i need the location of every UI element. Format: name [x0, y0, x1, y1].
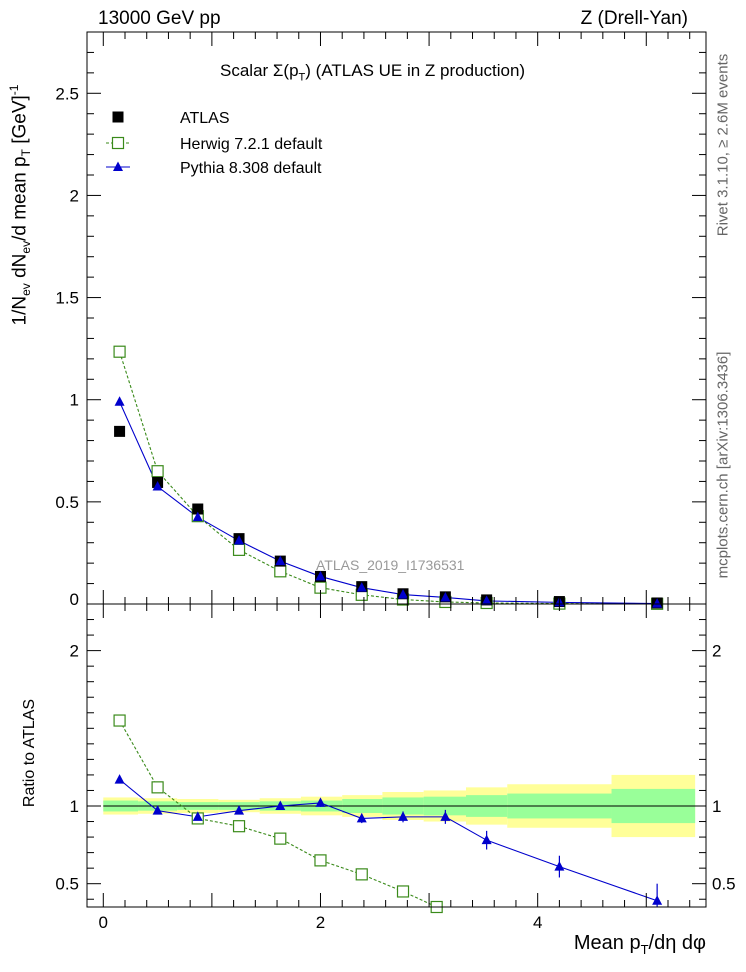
pythia-ratio-point [554, 861, 565, 871]
main-y-tick-label: 0.5 [55, 493, 79, 512]
header-left: 13000 GeV pp [98, 8, 221, 29]
side-label-rivet: Rivet 3.1.10, ≥ 2.6M events [714, 53, 732, 237]
pythia-main-point [315, 570, 326, 581]
header-right: Z (Drell-Yan) [580, 8, 688, 29]
side-label-mcplots: mcplots.cern.ch [arXiv:1306.3436] [714, 351, 732, 579]
herwig-ratio-point [355, 868, 368, 881]
herwig-ratio-point [232, 820, 246, 833]
ratio-plot-frame [86, 603, 707, 908]
pythia-ratio-point [315, 797, 326, 807]
ratio-y-axis-label: Ratio to ATLAS [21, 698, 38, 808]
legend-label-1: Herwig 7.2.1 default [180, 136, 323, 153]
pythia-ratio-point [275, 800, 286, 810]
herwig-main-point [274, 565, 287, 578]
x-tick-label: 0 [99, 913, 108, 932]
pythia-ratio-point [356, 812, 367, 823]
herwig-ratio-point [151, 781, 164, 794]
pythia-main-point [440, 591, 451, 602]
main-title: Scalar Σ(pT) (ATLAS UE in Z production) [220, 61, 525, 83]
legend-label-0: ATLAS [180, 110, 230, 127]
pythia-ratio-point [481, 834, 492, 845]
x-tick-label: 2 [316, 913, 325, 932]
pythia-ratio-point [440, 811, 451, 821]
herwig-ratio-point [314, 854, 327, 867]
herwig-ratio-point [274, 832, 287, 845]
ratio-y-tick-label: 0.5 [55, 875, 79, 894]
main-y-tick-label: 2 [70, 186, 79, 205]
main-y-tick-label: 1.5 [55, 289, 79, 308]
pythia-main-point [398, 589, 409, 599]
pythia-ratio-point [152, 805, 163, 815]
main-title-part-1: Scalar Σ(p [220, 61, 299, 80]
pythia-main-point [481, 595, 492, 605]
pythia-ratio-point [234, 805, 245, 815]
ratio-y-tick-label-right: 0.5 [712, 875, 736, 894]
legend-atlas-marker [112, 111, 124, 123]
x-axis-label: Mean pT/dη dφ [573, 932, 706, 957]
pythia-main-point [275, 555, 286, 566]
herwig-main-point [113, 345, 126, 358]
pythia-ratio-point [114, 774, 125, 784]
pythia-main-point [114, 396, 125, 406]
ratio-y-tick-label-right: 2 [712, 642, 721, 661]
pythia-ratio-point [192, 811, 203, 821]
pythia-main-point [152, 481, 163, 491]
atlas-main-point [192, 503, 204, 515]
main-title-subscript: T [298, 71, 306, 84]
pythia-main-point [192, 511, 203, 522]
atlas-main-point [114, 425, 126, 437]
legend-herwig-marker [111, 136, 125, 150]
herwig-ratio-point [396, 885, 410, 898]
ratio-y-tick-label-right: 1 [712, 797, 721, 816]
ratio-y-tick-label: 2 [70, 642, 79, 661]
herwig-ratio-point [113, 714, 126, 727]
main-y-tick-label: 2.5 [55, 84, 79, 103]
main-y-tick-label: 1 [70, 391, 79, 410]
pythia-ratio-line [119, 779, 658, 902]
watermark: ATLAS_2019_I1736531 [316, 557, 465, 573]
herwig-main-point [151, 465, 164, 478]
main-title-part-3: ) (ATLAS UE in Z production) [305, 61, 526, 80]
herwig-main-point [232, 543, 246, 556]
x-tick-label: 4 [533, 913, 542, 932]
pythia-ratio-point [652, 895, 663, 905]
herwig-main-line [119, 351, 658, 605]
legend-label-2: Pythia 8.308 default [180, 160, 322, 177]
main-y-tick-label: 0 [70, 590, 79, 609]
pythia-main-line [119, 401, 658, 605]
ratio-y-tick-label: 1 [70, 797, 79, 816]
pythia-main-point [356, 582, 367, 592]
legend-pythia-marker [113, 161, 123, 171]
main-y-axis-label: 1/Nev dNev/d mean pT [GeV]-1 [6, 84, 34, 326]
pythia-main-point [652, 598, 663, 608]
pythia-ratio-point [398, 811, 409, 821]
pythia-main-point [234, 535, 245, 545]
